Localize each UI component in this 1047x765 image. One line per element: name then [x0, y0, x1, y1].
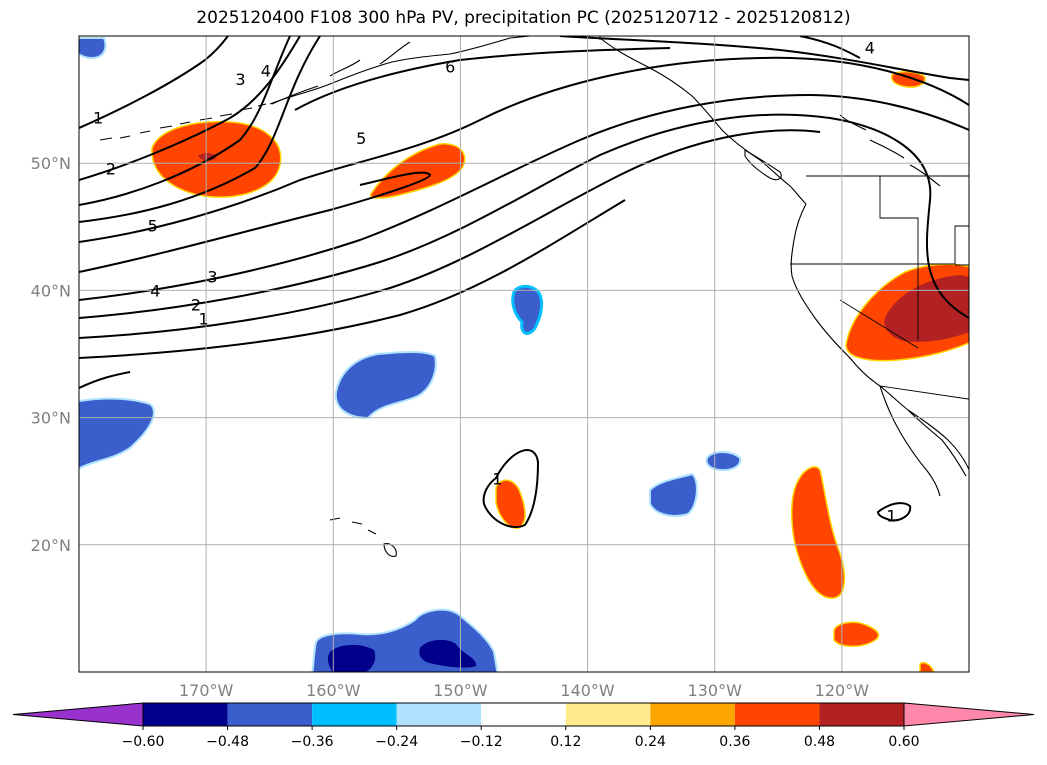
pv-contour-13 [559, 36, 969, 81]
pv-contour-3 [79, 36, 291, 206]
colorbar-tick-label: −0.12 [460, 734, 503, 750]
colorbar-tick-label: 0.24 [635, 734, 666, 750]
pv-contour-label: 6 [445, 58, 455, 77]
colorbar-segment [396, 703, 482, 726]
precip-core-aleutian-west [198, 153, 217, 161]
pv-contour-1 [79, 36, 229, 129]
alaska-peninsula [271, 41, 411, 105]
hawaii-islands [329, 517, 397, 557]
colorbar-tick-labels: −0.60 −0.48 −0.36 −0.24 −0.12 0.12 0.24 0.36 0.4… [122, 726, 920, 750]
precip-blob-east-pacific-a [649, 472, 698, 517]
colorbar-frame [142, 702, 905, 727]
map-frame [78, 35, 970, 673]
colorbar-segment [565, 703, 651, 726]
pv-contour-10 [79, 129, 821, 339]
pv-contour-label: 3 [235, 70, 245, 89]
state-border-2 [790, 225, 969, 265]
pv-contour-label: 1 [93, 108, 103, 127]
pv-contour-16 [876, 502, 912, 522]
colorbar-extend-low [12, 702, 144, 727]
pv-contour-label: 1 [492, 470, 502, 489]
pv-contour-9 [79, 113, 969, 319]
pv-contour-label: 1 [199, 309, 209, 328]
colorbar-tick-label: 0.36 [719, 734, 750, 750]
colorbar-tick-label: −0.24 [375, 734, 418, 750]
pv-contour-label: 1 [886, 507, 896, 526]
lat-tick-label: 50°N [31, 154, 71, 173]
precip-blob-central-pacific [495, 479, 526, 529]
political-borders [599, 36, 969, 400]
pv-contour-2 [79, 36, 301, 181]
colorbar-segment [650, 703, 735, 726]
colorbar-segment [143, 703, 228, 726]
precip-negative-blobs [79, 37, 742, 672]
pv-contour-11 [79, 199, 626, 359]
pv-contour-label: 4 [261, 61, 271, 80]
lon-tick-label: 150°W [433, 681, 488, 700]
colorbar-segment [312, 703, 397, 726]
pv-contour-15 [482, 449, 540, 528]
colorbar-segment [227, 703, 313, 726]
alaska-coast [269, 36, 531, 105]
pv-contour-label: 5 [148, 217, 158, 236]
lat-tick-label: 20°N [31, 536, 71, 555]
state-border-3 [839, 299, 919, 349]
pv-contour-5 [79, 56, 969, 243]
pv-contour-12 [79, 371, 131, 389]
pv-contour-8 [79, 93, 969, 301]
lat-tick-label: 40°N [31, 281, 71, 300]
pv-contour-6 [79, 171, 432, 273]
precip-blob-dateline [79, 397, 155, 469]
precip-blob-bering [79, 37, 107, 60]
pv-contour-label: 4 [865, 38, 875, 57]
lon-tick-label: 160°W [306, 681, 361, 700]
precip-blob-tropical-east [833, 621, 880, 647]
colorbar-tick-label: 0.48 [804, 734, 835, 750]
colorbar-tick-label: −0.36 [291, 734, 334, 750]
colorbar-segment [819, 703, 904, 726]
pv-contour-4 [79, 36, 321, 223]
pv-contour-label: 3 [207, 267, 217, 286]
colorbar-tick-label: −0.60 [122, 734, 165, 750]
precip-blob-gulf-band [369, 143, 466, 199]
pv-contour-label: 2 [106, 159, 116, 178]
lat-tick-label: 30°N [31, 409, 71, 428]
precip-core-south-pacific-a [327, 645, 376, 672]
colorbar-tick-label: 0.12 [550, 734, 581, 750]
pv-contour-label: 4 [150, 281, 160, 300]
pv-contour-14 [799, 36, 861, 59]
precip-blob-mexico [919, 661, 935, 672]
us-mexico-border [879, 385, 969, 400]
precip-core-california [884, 275, 969, 342]
lon-tick-label: 130°W [688, 681, 743, 700]
pv-contour-label: 2 [191, 295, 201, 314]
colorbar-segments [12, 702, 1035, 727]
chart-title: 2025120400 F108 300 hPa PV, precipitatio… [196, 8, 851, 28]
lon-tick-label: 140°W [560, 681, 615, 700]
colorbar-tick-label: −0.48 [206, 734, 249, 750]
gridlines [79, 36, 969, 672]
pv-contour-label: 5 [356, 129, 366, 148]
precip-core-south-pacific-b [419, 639, 477, 668]
colorbar-tick-label: 0.60 [888, 734, 919, 750]
colorbar-segment [481, 703, 566, 726]
lat-tick-labels: 20°N 30°N 40°N 50°N [31, 154, 71, 555]
lon-tick-label: 120°W [815, 681, 870, 700]
west-coast-us [790, 203, 967, 477]
lon-tick-label: 170°W [179, 681, 234, 700]
lon-tick-labels: 170°W 160°W 150°W 140°W 130°W 120°W [179, 681, 869, 700]
colorbar-segment [734, 703, 820, 726]
precip-blob-canada [890, 71, 926, 88]
precip-blob-mid-pacific [511, 284, 544, 335]
state-border-1 [879, 176, 919, 265]
colorbar-extend-high [903, 702, 1035, 727]
vancouver-island [744, 149, 782, 181]
